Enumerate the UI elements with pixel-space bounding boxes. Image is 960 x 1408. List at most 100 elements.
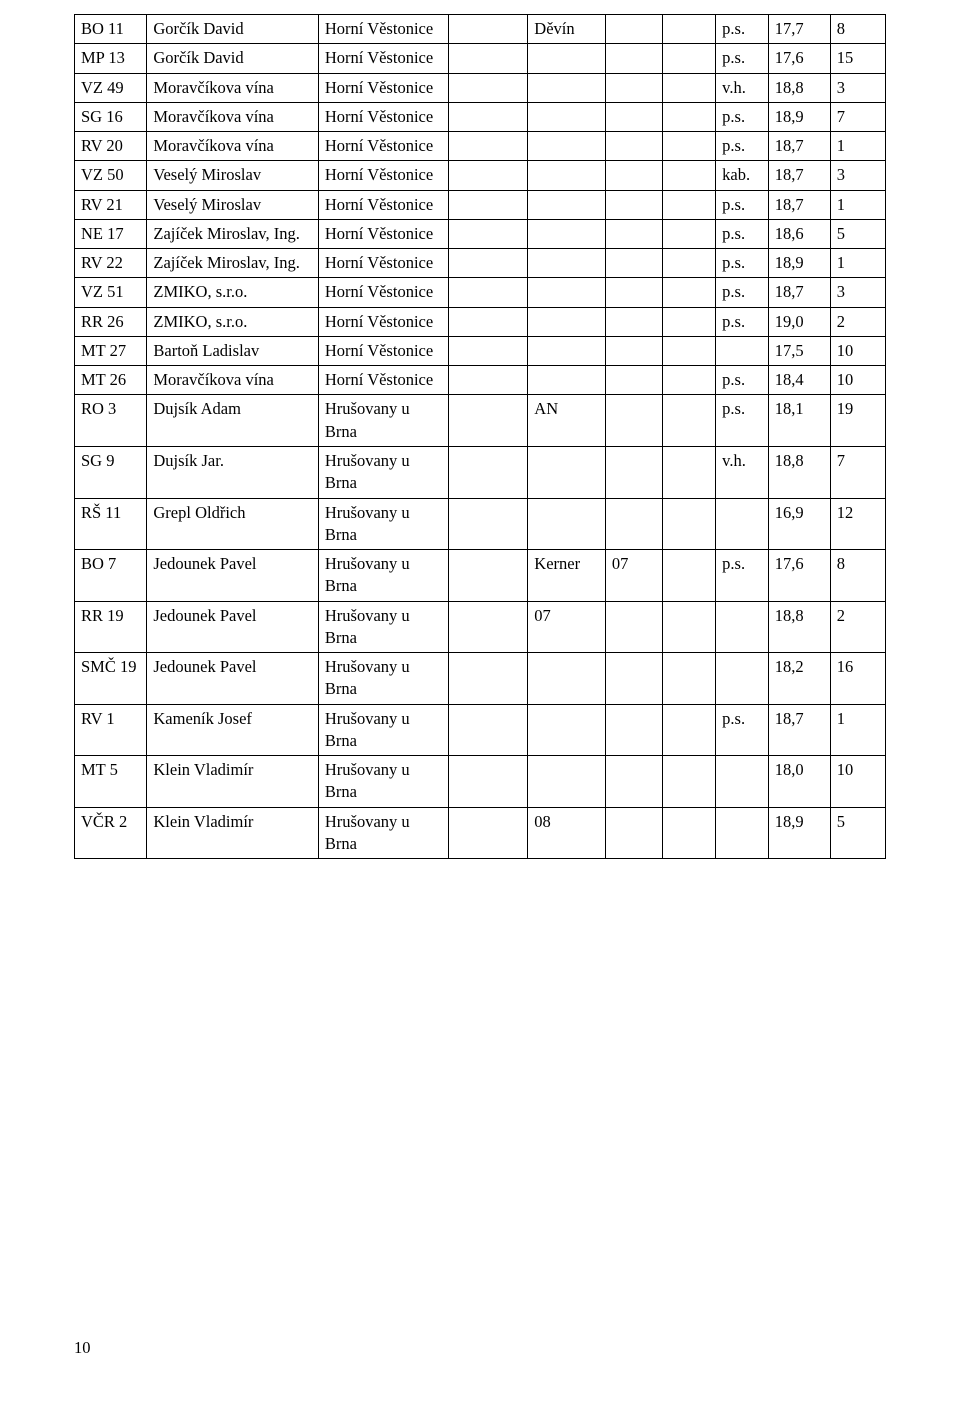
table-cell: RV 22: [75, 249, 147, 278]
table-cell: [662, 307, 715, 336]
table-cell: Hrušovany u Brna: [318, 446, 448, 498]
table-cell: [662, 366, 715, 395]
table-cell: 19,0: [768, 307, 830, 336]
table-row: SG 16Moravčíkova vínaHorní Věstonice p.s.…: [75, 102, 886, 131]
table-cell: [449, 704, 528, 756]
table-cell: 10: [830, 336, 885, 365]
table-cell: SG 16: [75, 102, 147, 131]
table-cell: Kameník Josef: [147, 704, 319, 756]
table-cell: 7: [830, 102, 885, 131]
table-cell: 10: [830, 366, 885, 395]
table-cell: Hrušovany u Brna: [318, 653, 448, 705]
table-cell: p.s.: [716, 307, 769, 336]
table-cell: 8: [830, 550, 885, 602]
table-row: RV 21Veselý MiroslavHorní Věstonicep.s.1…: [75, 190, 886, 219]
table-cell: 12: [830, 498, 885, 550]
table-row: RV 1Kameník JosefHrušovany u Brnap.s.18,…: [75, 704, 886, 756]
table-cell: [662, 190, 715, 219]
table-cell: Horní Věstonice: [318, 44, 448, 73]
table-cell: Jedounek Pavel: [147, 550, 319, 602]
table-cell: [662, 395, 715, 447]
table-cell: p.s.: [716, 366, 769, 395]
table-cell: Hrušovany u Brna: [318, 601, 448, 653]
table-cell: [528, 132, 606, 161]
table-cell: [605, 161, 662, 190]
table-cell: [605, 249, 662, 278]
table-cell: RV 20: [75, 132, 147, 161]
table-cell: [662, 498, 715, 550]
table-cell: Moravčíkova vína: [147, 132, 319, 161]
table-cell: 18,8: [768, 73, 830, 102]
table-cell: p.s.: [716, 395, 769, 447]
table-cell: [449, 307, 528, 336]
table-row: RŠ 11Grepl OldřichHrušovany u Brna16,912: [75, 498, 886, 550]
table-cell: 18,9: [768, 807, 830, 859]
table-cell: 1: [830, 249, 885, 278]
table-cell: [528, 249, 606, 278]
table-cell: [528, 44, 606, 73]
table-cell: 3: [830, 161, 885, 190]
table-cell: Dujsík Jar.: [147, 446, 319, 498]
table-cell: BO 11: [75, 15, 147, 44]
table-cell: [662, 336, 715, 365]
table-cell: p.s.: [716, 102, 769, 131]
table-cell: [528, 278, 606, 307]
table-cell: BO 7: [75, 550, 147, 602]
table-cell: Moravčíkova vína: [147, 73, 319, 102]
table-cell: [528, 307, 606, 336]
table-cell: [662, 73, 715, 102]
table-cell: p.s.: [716, 278, 769, 307]
table-cell: [605, 704, 662, 756]
table-cell: [605, 756, 662, 808]
table-cell: Gorčík David: [147, 15, 319, 44]
table-row: RV 20Moravčíkova vínaHorní Věstonicep.s.…: [75, 132, 886, 161]
table-cell: [662, 807, 715, 859]
table-cell: 16,9: [768, 498, 830, 550]
table-row: SG 9Dujsík Jar.Hrušovany u Brnav.h.18,87: [75, 446, 886, 498]
table-cell: [449, 756, 528, 808]
table-cell: [528, 498, 606, 550]
table-cell: 17,7: [768, 15, 830, 44]
table-cell: 18,6: [768, 219, 830, 248]
table-cell: [605, 336, 662, 365]
table-cell: SG 9: [75, 446, 147, 498]
table-cell: [449, 278, 528, 307]
table-cell: MT 26: [75, 366, 147, 395]
table-cell: [605, 601, 662, 653]
table-cell: Moravčíkova vína: [147, 366, 319, 395]
table-row: RR 26ZMIKO, s.r.o.Horní Věstonicep.s.19,…: [75, 307, 886, 336]
table-cell: [662, 132, 715, 161]
table-cell: 1: [830, 704, 885, 756]
table-cell: [449, 190, 528, 219]
table-cell: [449, 102, 528, 131]
table-cell: Moravčíkova vína: [147, 102, 319, 131]
table-cell: [605, 807, 662, 859]
table-cell: 17,6: [768, 44, 830, 73]
table-cell: [449, 550, 528, 602]
table-cell: [662, 161, 715, 190]
table-cell: 17,6: [768, 550, 830, 602]
table-cell: Horní Věstonice: [318, 249, 448, 278]
table-cell: Horní Věstonice: [318, 102, 448, 131]
table-cell: [449, 132, 528, 161]
table-cell: [662, 249, 715, 278]
table-cell: VZ 51: [75, 278, 147, 307]
table-cell: [605, 446, 662, 498]
table-cell: ZMIKO, s.r.o.: [147, 307, 319, 336]
table-cell: p.s.: [716, 249, 769, 278]
table-cell: Hrušovany u Brna: [318, 395, 448, 447]
table-cell: Horní Věstonice: [318, 278, 448, 307]
table-cell: [449, 249, 528, 278]
table-cell: 7: [830, 446, 885, 498]
table-cell: [449, 336, 528, 365]
table-cell: 1: [830, 132, 885, 161]
table-row: VZ 50Veselý MiroslavHorní Věstonicekab.1…: [75, 161, 886, 190]
table-cell: [605, 44, 662, 73]
table-cell: [528, 653, 606, 705]
table-cell: [662, 704, 715, 756]
table-cell: 18,9: [768, 102, 830, 131]
table-cell: Hrušovany u Brna: [318, 550, 448, 602]
table-cell: Horní Věstonice: [318, 336, 448, 365]
table-cell: Veselý Miroslav: [147, 161, 319, 190]
table-cell: [662, 601, 715, 653]
